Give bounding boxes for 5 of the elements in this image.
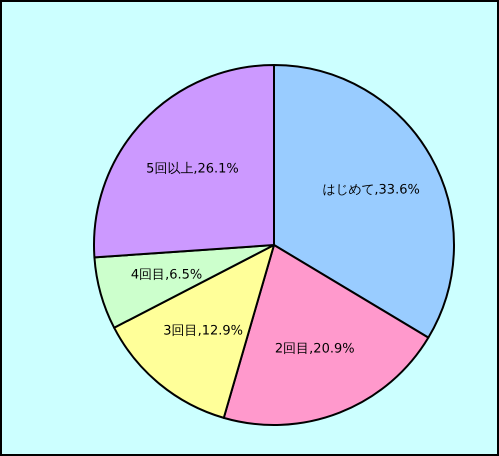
slice-label: はじめて,33.6%	[322, 182, 420, 198]
slice-label: 2回目,20.9%	[274, 341, 355, 356]
slice-label: 3回目,12.9%	[163, 324, 243, 339]
slice-label: 5回以上,26.1%	[146, 161, 239, 176]
slice-label: 4回目,6.5%	[130, 268, 202, 283]
